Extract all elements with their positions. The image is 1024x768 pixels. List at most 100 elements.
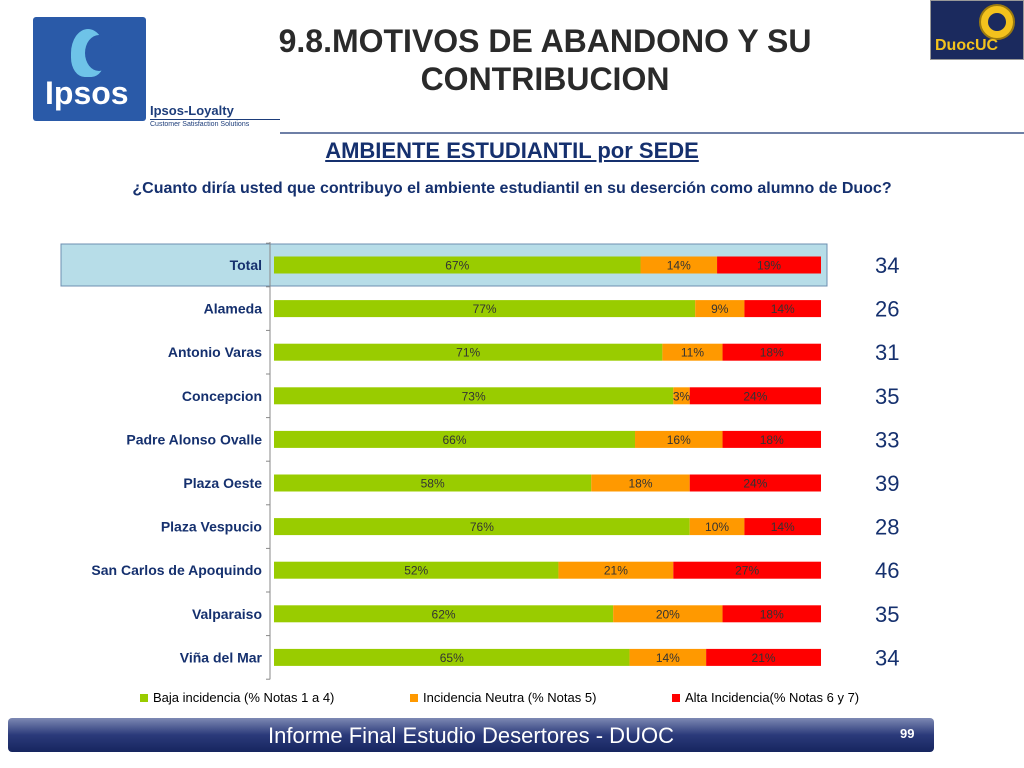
ipsos-loyalty-tagline: Customer Satisfaction Solutions bbox=[150, 119, 280, 128]
bar-segment bbox=[706, 648, 821, 666]
bar-segment bbox=[640, 256, 718, 274]
bar-data-label: 18% bbox=[628, 477, 652, 491]
legend-swatch bbox=[140, 693, 148, 702]
legend-label: Alta Incidencia(% Notas 6 y 7) bbox=[685, 690, 860, 705]
bar-data-label: 21% bbox=[752, 651, 776, 665]
bar-segment bbox=[274, 561, 559, 579]
bar-data-label: 24% bbox=[743, 389, 767, 403]
bar-segment bbox=[274, 518, 690, 536]
bar-segment bbox=[635, 430, 723, 448]
bar-segment bbox=[558, 561, 674, 579]
bar-segment bbox=[613, 605, 723, 623]
respondent-count: 33 bbox=[875, 427, 899, 452]
ipsos-face-icon bbox=[85, 35, 113, 71]
bar-segment bbox=[274, 430, 636, 448]
bar-data-label: 67% bbox=[445, 259, 469, 273]
category-label: San Carlos de Apoquindo bbox=[91, 562, 262, 578]
respondent-count: 28 bbox=[875, 515, 899, 540]
respondent-count: 35 bbox=[875, 602, 899, 627]
bar-segment bbox=[673, 561, 821, 579]
bar-data-label: 14% bbox=[771, 302, 795, 316]
ipsos-logo-text: Ipsos bbox=[45, 75, 129, 111]
respondent-count: 34 bbox=[875, 645, 899, 670]
footer-text: Informe Final Estudio Desertores - DUOC bbox=[268, 723, 674, 748]
bar-segment bbox=[274, 387, 674, 405]
bar-data-label: 21% bbox=[604, 564, 628, 578]
legend-swatch bbox=[672, 693, 680, 702]
bar-segment bbox=[689, 518, 745, 536]
bar-data-label: 27% bbox=[735, 564, 759, 578]
legend-swatch bbox=[410, 693, 418, 702]
bar-data-label: 71% bbox=[456, 346, 480, 360]
footer-bar: Informe Final Estudio Desertores - DUOC … bbox=[8, 718, 934, 752]
page-title: 9.8.MOTIVOS DE ABANDONO Y SU CONTRIBUCIO… bbox=[278, 23, 812, 97]
bar-data-label: 19% bbox=[757, 259, 781, 273]
bar-segment bbox=[689, 474, 821, 492]
legend-label: Incidencia Neutra (% Notas 5) bbox=[423, 690, 597, 705]
bar-data-label: 9% bbox=[711, 302, 729, 316]
bar-data-label: 11% bbox=[681, 346, 704, 360]
bar-data-label: 16% bbox=[667, 433, 691, 447]
bar-data-label: 52% bbox=[404, 564, 428, 578]
ipsos-logo: Ipsos bbox=[33, 17, 146, 121]
bar-segment bbox=[673, 387, 690, 405]
bar-segment bbox=[722, 605, 821, 623]
bar-data-label: 10% bbox=[705, 520, 729, 534]
bar-data-label: 14% bbox=[771, 520, 795, 534]
bar-segment bbox=[591, 474, 690, 492]
legend-item: Baja incidencia (% Notas 1 a 4) bbox=[140, 690, 334, 705]
bar-segment bbox=[717, 256, 821, 274]
duoc-logo-text: DuocUC bbox=[935, 37, 999, 54]
legend-label: Baja incidencia (% Notas 1 a 4) bbox=[153, 690, 335, 705]
bar-segment bbox=[274, 343, 663, 361]
category-label: Viña del Mar bbox=[180, 649, 263, 665]
bar-data-label: 18% bbox=[760, 433, 784, 447]
category-label: Plaza Vespucio bbox=[161, 519, 262, 535]
bar-segment bbox=[274, 474, 592, 492]
bar-data-label: 24% bbox=[743, 477, 767, 491]
bar-data-label: 66% bbox=[442, 433, 466, 447]
category-label: Alameda bbox=[204, 301, 263, 317]
bar-data-label: 76% bbox=[470, 520, 494, 534]
bar-data-label: 65% bbox=[440, 651, 464, 665]
bar-data-label: 20% bbox=[656, 607, 680, 621]
header-divider bbox=[280, 132, 1024, 134]
category-label: Valparaiso bbox=[192, 606, 262, 622]
category-label: Plaza Oeste bbox=[183, 475, 262, 491]
bar-data-label: 14% bbox=[667, 259, 691, 273]
bar-segment bbox=[695, 300, 745, 318]
legend-item: Alta Incidencia(% Notas 6 y 7) bbox=[672, 690, 859, 705]
respondent-count: 34 bbox=[875, 253, 899, 278]
ipsos-loyalty-logo: Ipsos-Loyalty Customer Satisfaction Solu… bbox=[150, 103, 280, 128]
bar-segment bbox=[274, 605, 614, 623]
bar-segment bbox=[689, 387, 821, 405]
respondent-count: 31 bbox=[875, 340, 899, 365]
bar-segment bbox=[744, 518, 821, 536]
page-number: 99 bbox=[900, 726, 915, 741]
category-label: Padre Alonso Ovalle bbox=[126, 431, 262, 447]
bar-segment bbox=[722, 430, 821, 448]
bar-segment bbox=[744, 300, 821, 318]
bar-data-label: 18% bbox=[760, 607, 784, 621]
bar-segment bbox=[274, 648, 630, 666]
stacked-bar-chart: Total 67% 14% 19% 34 Alameda 77% 9% 14% 26 Antonio… bbox=[60, 242, 899, 680]
chart-legend: Baja incidencia (% Notas 1 a 4) Incidenci… bbox=[140, 690, 900, 706]
bar-data-label: 58% bbox=[421, 477, 445, 491]
survey-question: ¿Cuanto diría usted que contribuyo el am… bbox=[132, 180, 892, 197]
bar-data-label: 3% bbox=[673, 389, 691, 403]
bar-segment bbox=[722, 343, 821, 361]
respondent-count: 46 bbox=[875, 558, 899, 583]
bar-data-label: 77% bbox=[473, 302, 497, 316]
bar-data-label: 62% bbox=[432, 607, 456, 621]
respondent-count: 39 bbox=[875, 471, 899, 496]
category-label: Concepcion bbox=[182, 388, 262, 404]
bar-segment bbox=[274, 256, 641, 274]
bar-segment bbox=[662, 343, 723, 361]
respondent-count: 35 bbox=[875, 384, 899, 409]
duoc-seal-icon bbox=[979, 4, 1015, 40]
category-label: Antonio Varas bbox=[168, 344, 262, 360]
duoc-logo: DuocUC bbox=[930, 0, 1024, 60]
bar-data-label: 73% bbox=[462, 389, 486, 403]
category-label: Total bbox=[230, 257, 262, 273]
legend-item: Incidencia Neutra (% Notas 5) bbox=[410, 690, 596, 705]
